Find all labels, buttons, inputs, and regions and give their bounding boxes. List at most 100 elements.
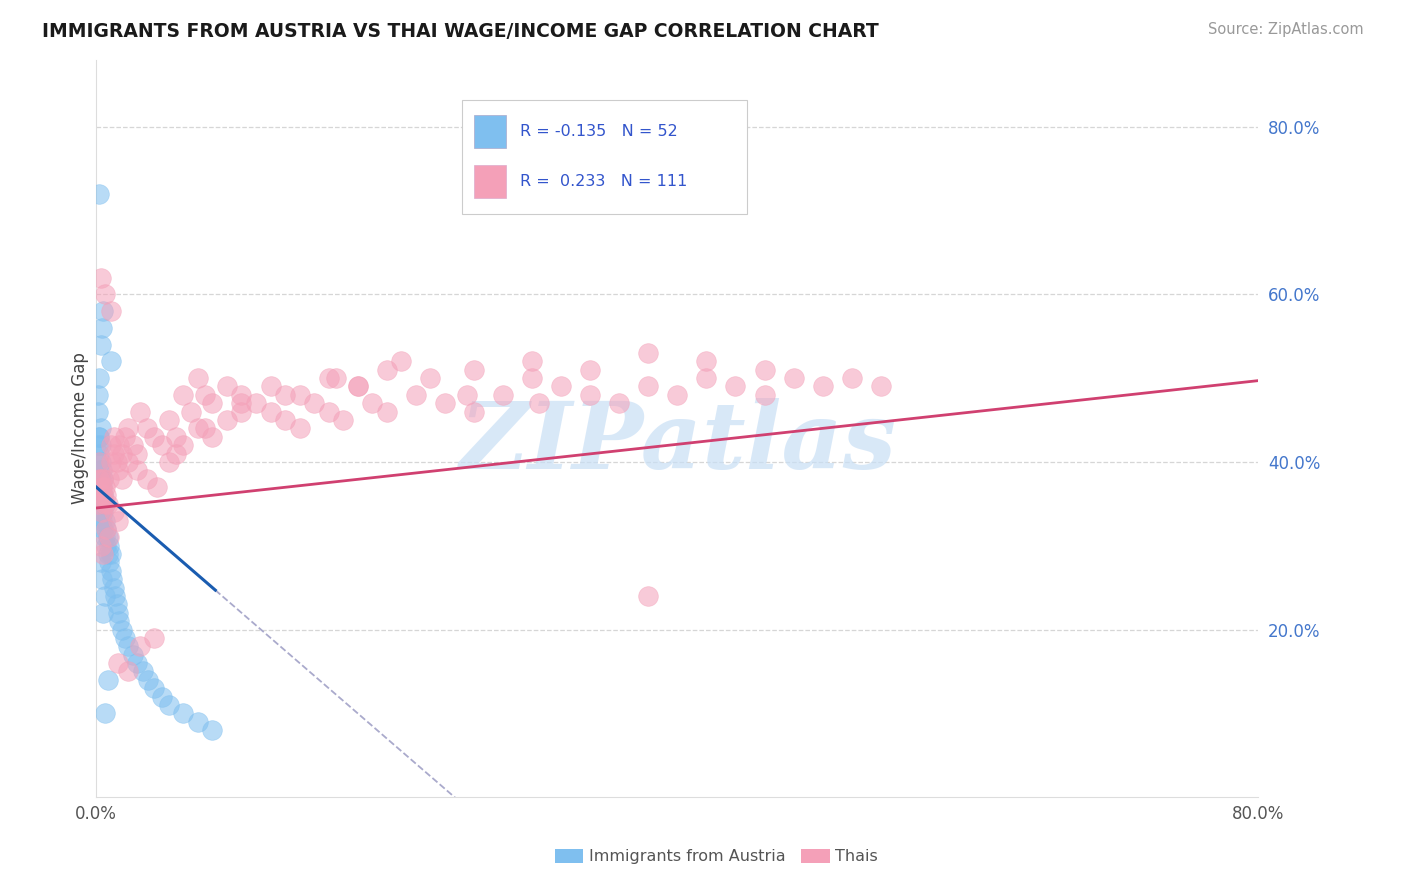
Point	[841, 371, 863, 385]
Point	[87, 186, 110, 201]
Point	[93, 505, 115, 519]
Point	[346, 379, 368, 393]
Point	[456, 388, 478, 402]
Point	[187, 371, 209, 385]
Point	[125, 446, 148, 460]
Point	[93, 488, 115, 502]
Point	[107, 606, 129, 620]
Point	[128, 640, 150, 654]
Point	[143, 681, 166, 696]
Point	[259, 404, 281, 418]
Point	[100, 455, 122, 469]
Point	[520, 371, 543, 385]
Point	[194, 388, 217, 402]
Point	[288, 421, 311, 435]
Point	[97, 673, 120, 687]
Point	[94, 497, 117, 511]
Point	[165, 430, 187, 444]
Point	[98, 530, 121, 544]
Point	[91, 505, 114, 519]
Point	[754, 362, 776, 376]
Point	[550, 379, 572, 393]
Point	[666, 388, 689, 402]
Point	[231, 404, 253, 418]
Point	[98, 556, 121, 570]
Text: R =  0.233   N = 111: R = 0.233 N = 111	[520, 174, 688, 189]
Point	[492, 388, 515, 402]
Point	[375, 362, 398, 376]
Point	[86, 404, 108, 418]
Point	[125, 656, 148, 670]
Point	[318, 371, 340, 385]
Point	[94, 497, 117, 511]
Point	[121, 648, 143, 662]
Bar	[474, 165, 506, 198]
Point	[361, 396, 384, 410]
Point	[215, 379, 238, 393]
Point	[90, 337, 112, 351]
Point	[96, 522, 118, 536]
Point	[274, 388, 297, 402]
Point	[201, 396, 224, 410]
Point	[90, 505, 112, 519]
Point	[86, 455, 108, 469]
Point	[117, 640, 139, 654]
Point	[201, 723, 224, 737]
Point	[105, 455, 128, 469]
Point	[103, 446, 125, 460]
Point	[107, 463, 129, 477]
Point	[637, 589, 659, 603]
Point	[150, 690, 173, 704]
Y-axis label: Wage/Income Gap: Wage/Income Gap	[72, 352, 89, 504]
Point	[389, 354, 412, 368]
Point	[93, 488, 115, 502]
Point	[117, 421, 139, 435]
Point	[131, 665, 153, 679]
Point	[346, 379, 368, 393]
Point	[136, 472, 159, 486]
Point	[869, 379, 891, 393]
Point	[231, 396, 253, 410]
Point	[103, 505, 125, 519]
Point	[172, 388, 194, 402]
Point	[143, 631, 166, 645]
Point	[637, 379, 659, 393]
Point	[520, 354, 543, 368]
Point	[103, 430, 125, 444]
Point	[90, 421, 112, 435]
Point	[94, 589, 117, 603]
Point	[87, 472, 110, 486]
Point	[231, 388, 253, 402]
Point	[96, 488, 118, 502]
Point	[108, 614, 131, 628]
Point	[104, 589, 127, 603]
Point	[529, 396, 551, 410]
Point	[579, 362, 602, 376]
Point	[93, 522, 115, 536]
Point	[136, 421, 159, 435]
Point	[172, 438, 194, 452]
Point	[90, 455, 112, 469]
Point	[86, 488, 108, 502]
Point	[245, 396, 267, 410]
Point	[91, 480, 114, 494]
Point	[754, 388, 776, 402]
Text: Immigrants from Austria: Immigrants from Austria	[589, 849, 786, 863]
Point	[103, 581, 125, 595]
Point	[87, 430, 110, 444]
Point	[87, 497, 110, 511]
Point	[302, 396, 325, 410]
Point	[94, 287, 117, 301]
Point	[90, 472, 112, 486]
Point	[90, 539, 112, 553]
Point	[87, 463, 110, 477]
Point	[172, 706, 194, 721]
Point	[90, 556, 112, 570]
Point	[94, 480, 117, 494]
Point	[94, 706, 117, 721]
Point	[201, 430, 224, 444]
Point	[157, 413, 180, 427]
Point	[98, 539, 121, 553]
Point	[138, 673, 160, 687]
Point	[146, 480, 169, 494]
